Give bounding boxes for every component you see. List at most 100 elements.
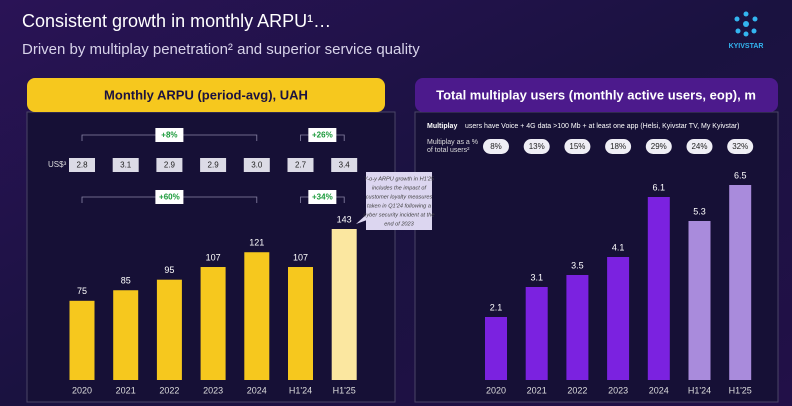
- value-box: [69, 158, 95, 172]
- share-value: 8%: [490, 142, 502, 151]
- value-label: 85: [121, 276, 131, 286]
- logo-text: KYIVSTAR: [729, 43, 764, 50]
- usd-value: 2.9: [208, 161, 220, 170]
- x-tick-label: H1'25: [333, 385, 356, 395]
- growth-label: +34%: [312, 193, 333, 202]
- value-box: [200, 158, 227, 172]
- share-pill: [564, 139, 591, 154]
- growth-box: [155, 128, 184, 142]
- right-panel: [414, 111, 779, 403]
- bar: [156, 279, 182, 380]
- share-value: 13%: [529, 142, 545, 151]
- usd-value: 3.0: [251, 161, 263, 170]
- right-panel-header: [415, 78, 778, 112]
- value-label: 5.3: [693, 206, 706, 216]
- x-tick-label: 2022: [567, 385, 587, 395]
- value-box: [156, 158, 183, 172]
- bar: [525, 287, 548, 380]
- chart-title: Monthly ARPU (period-avg), UAH: [104, 87, 308, 102]
- chart-title: Total multiplay users (monthly active us…: [436, 87, 756, 102]
- bar: [331, 229, 357, 380]
- value-label: 107: [293, 252, 308, 262]
- share-pill: [727, 139, 754, 154]
- growth-label: +60%: [159, 193, 180, 202]
- share-value: 29%: [651, 142, 667, 151]
- share-pill: [686, 139, 713, 154]
- bar: [566, 275, 589, 380]
- value-label: 95: [164, 265, 174, 275]
- definition-bold: Multiplay: [427, 123, 457, 130]
- value-label: 107: [206, 252, 221, 262]
- note-text: taken in Q1'24 following a: [367, 203, 431, 209]
- usd-value: 2.7: [295, 161, 307, 170]
- x-tick-label: 2024: [649, 385, 669, 395]
- usd-value: 3.1: [120, 161, 132, 170]
- note-box: [366, 172, 432, 230]
- usd-value: 2.9: [164, 161, 176, 170]
- x-tick-label: H1'25: [729, 385, 752, 395]
- bar: [288, 267, 313, 380]
- value-label: 143: [337, 214, 352, 224]
- growth-box: [308, 190, 337, 204]
- bar: [485, 317, 507, 380]
- left-panel-header: [27, 78, 385, 112]
- value-box: [243, 158, 270, 172]
- growth-box: [155, 190, 184, 204]
- value-box: [331, 158, 358, 172]
- value-label: 121: [249, 238, 264, 248]
- value-box: [112, 158, 139, 172]
- usd-value: 3.4: [339, 161, 351, 170]
- x-tick-label: 2023: [608, 385, 628, 395]
- x-tick-label: 2021: [116, 385, 136, 395]
- usd-value: 2.8: [76, 161, 88, 170]
- x-tick-label: 2020: [72, 385, 92, 395]
- x-tick-label: 2023: [203, 385, 223, 395]
- share-value: 24%: [691, 142, 707, 151]
- share-pill: [523, 139, 550, 154]
- bar: [113, 290, 139, 380]
- x-tick-label: 2022: [159, 385, 179, 395]
- x-tick-label: H1'24: [688, 385, 711, 395]
- share-pill: [645, 139, 672, 154]
- value-label: 3.5: [571, 260, 584, 270]
- share-value: 15%: [569, 142, 585, 151]
- row-label: of total users²: [427, 147, 470, 154]
- x-tick-label: 2024: [247, 385, 267, 395]
- note-text: includes the impact of: [372, 185, 428, 191]
- note-pointer: [356, 214, 367, 224]
- logo: [734, 11, 758, 37]
- value-label: 3.1: [530, 272, 543, 282]
- growth-label: +26%: [312, 131, 333, 140]
- value-box: [287, 158, 314, 172]
- share-pill: [605, 139, 632, 154]
- x-tick-label: H1'24: [289, 385, 312, 395]
- bar: [688, 221, 711, 380]
- value-label: 4.1: [612, 242, 625, 252]
- row-label: Multiplay as a %: [427, 139, 478, 146]
- definition-text: users have Voice + 4G data >100 Mb + at …: [465, 123, 740, 130]
- value-label: 2.1: [490, 302, 503, 312]
- share-value: 18%: [610, 142, 626, 151]
- bar: [200, 267, 226, 380]
- share-value: 32%: [732, 142, 748, 151]
- bar: [607, 257, 630, 380]
- note-text: cyber security incident at the: [364, 212, 435, 218]
- share-pill: [483, 139, 509, 154]
- value-label: 75: [77, 286, 87, 296]
- growth-label: +8%: [161, 131, 177, 140]
- bar: [244, 252, 270, 380]
- note-text: Y-o-y ARPU growth in H1'25: [364, 176, 435, 182]
- value-label: 6.5: [734, 170, 747, 180]
- slide-title: Consistent growth in monthly ARPU¹…: [22, 11, 331, 31]
- x-tick-label: 2020: [486, 385, 506, 395]
- bar: [69, 300, 95, 380]
- x-tick-label: 2021: [527, 385, 547, 395]
- slide-subtitle: Driven by multiplay penetration² and sup…: [22, 41, 420, 58]
- bar: [729, 185, 752, 380]
- growth-box: [308, 128, 337, 142]
- value-label: 6.1: [653, 182, 666, 192]
- note-text: end of 2023: [384, 221, 414, 227]
- row-label: US$³: [48, 160, 67, 169]
- bar: [647, 197, 670, 380]
